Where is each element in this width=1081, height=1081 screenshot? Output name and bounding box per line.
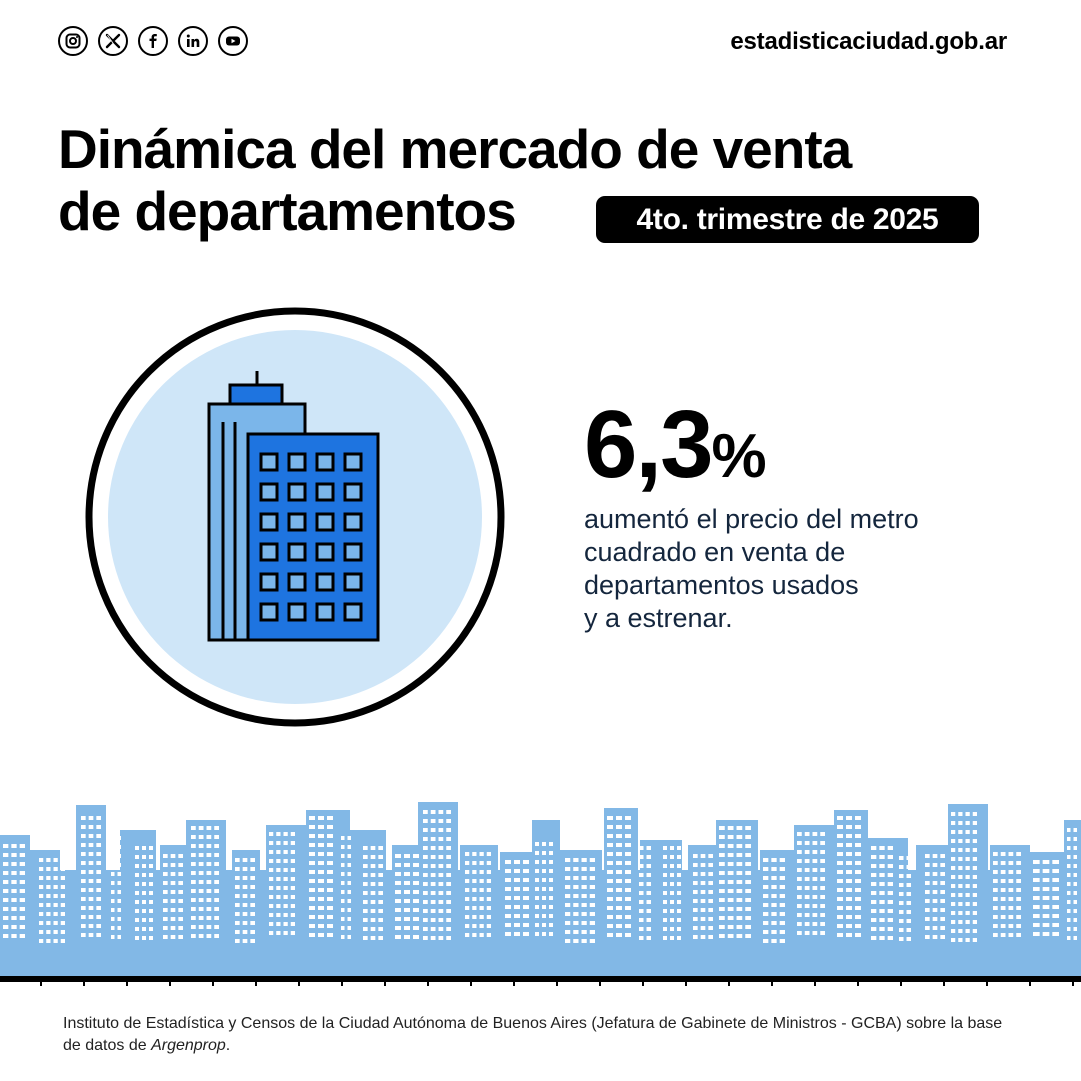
city-skyline-illustration [0,790,1081,995]
youtube-icon[interactable] [218,26,248,56]
instagram-icon[interactable] [58,26,88,56]
stat-description-line: aumentó el precio del metro [584,504,919,534]
title-line-2: de departamentos [58,180,517,242]
site-url-link[interactable]: estadisticaciudad.gob.ar [730,28,1007,55]
linkedin-icon[interactable] [178,26,208,56]
facebook-icon[interactable] [138,26,168,56]
page-title: Dinámica del mercado de venta de departa… [58,118,852,242]
source-database: Argenprop [151,1037,226,1054]
x-twitter-icon[interactable] [98,26,128,56]
title-line-1: Dinámica del mercado de venta [58,118,852,180]
source-note: Instituto de Estadística y Censos de la … [63,1015,1003,1054]
office-building-icon [207,371,380,642]
building-illustration [85,307,505,732]
stat-description-line: y a estrenar. [584,603,733,633]
stat-value: 6,3% [584,390,767,512]
stat-description-line: cuadrado en venta de [584,537,846,567]
stat-description-line: departamentos usados [584,570,859,600]
period-badge: 4to. trimestre de 2025 [596,196,979,243]
stat-description: aumentó el precio del metro cuadrado en … [584,503,1004,635]
stat-number: 6,3 [584,391,713,498]
stat-unit: % [711,422,766,491]
social-links [58,26,248,56]
